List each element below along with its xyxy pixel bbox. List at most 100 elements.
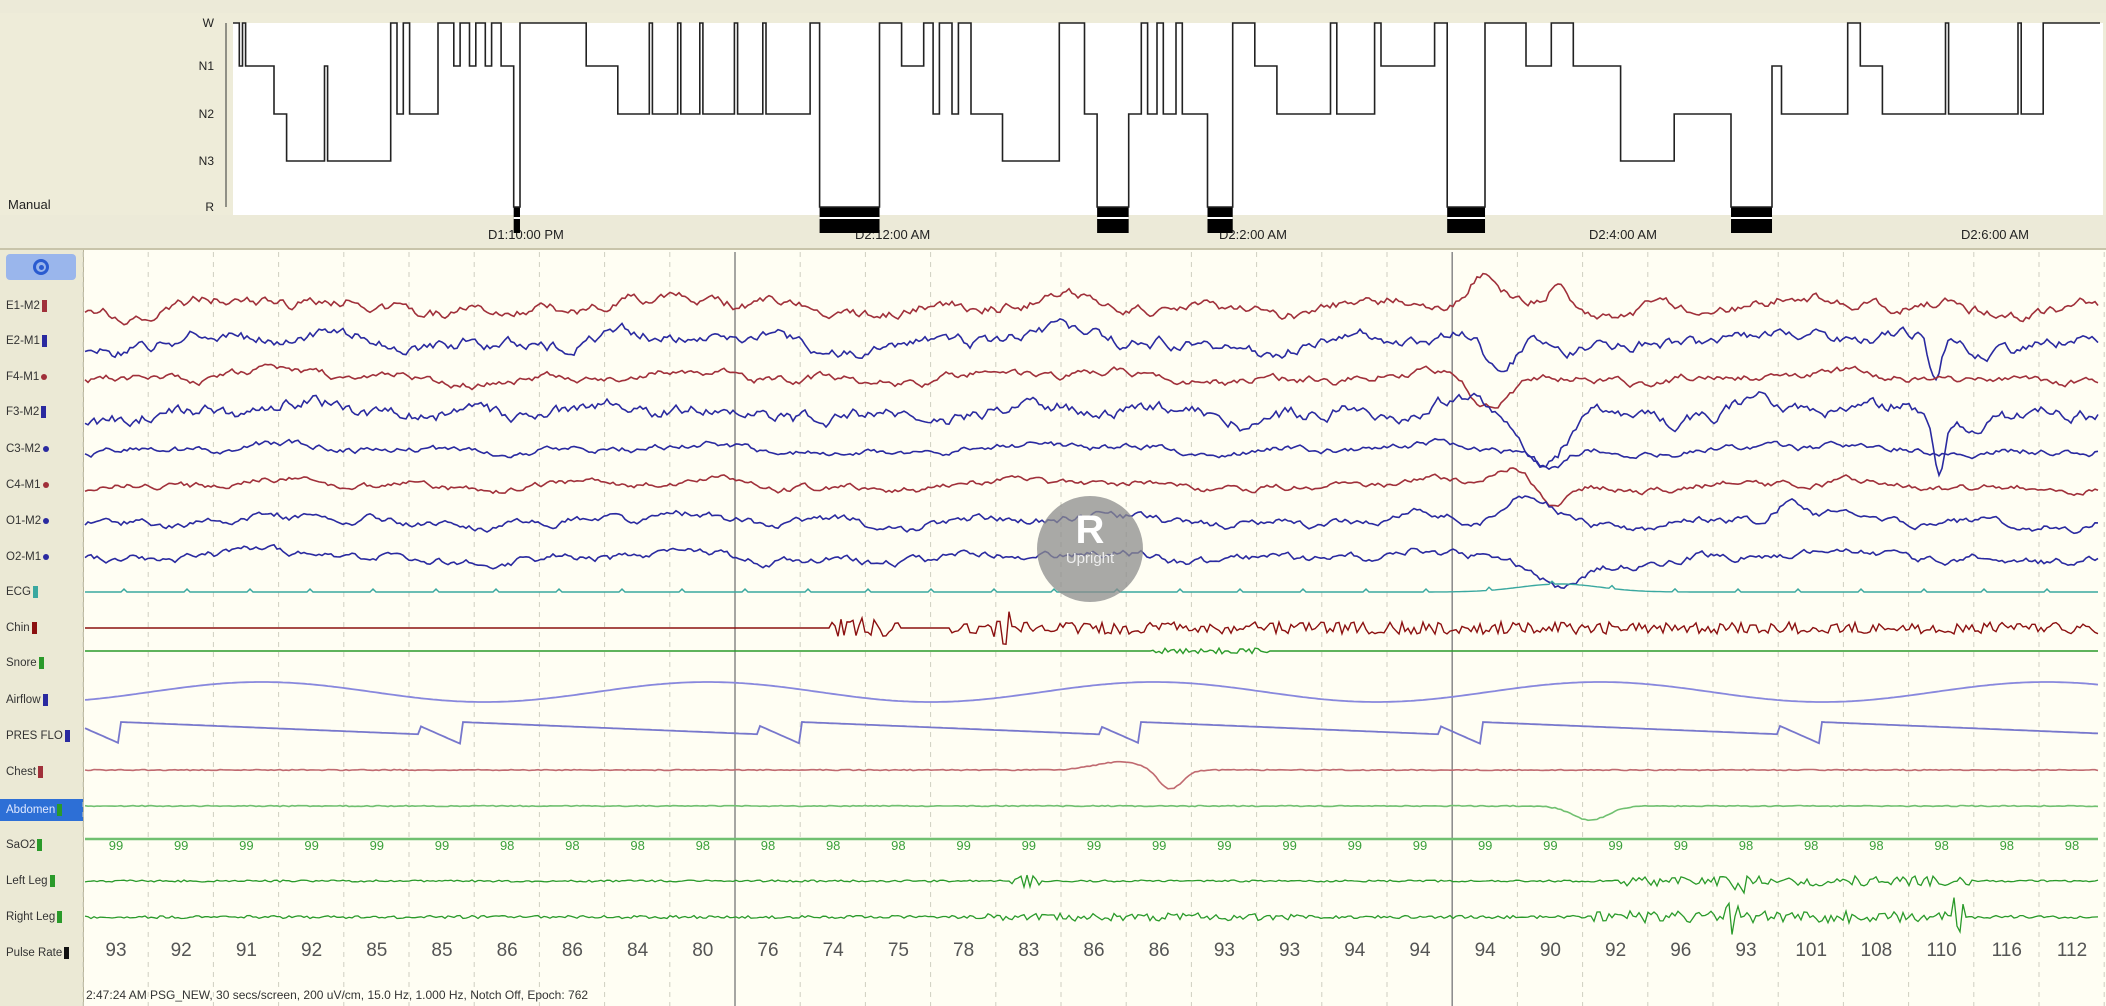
time-label: D2:2:00 AM <box>1219 227 1287 242</box>
channel-label-c4-m1[interactable]: C4-M1 <box>0 474 83 496</box>
channel-name: C3-M2 <box>6 443 41 455</box>
trace-right-leg <box>84 897 2099 935</box>
view-toggle-button[interactable] <box>6 254 76 280</box>
pulse-rate-value: 74 <box>822 940 844 961</box>
eye-icon <box>33 259 49 275</box>
channel-name: O1-M2 <box>6 515 42 527</box>
stage-label-w: W <box>202 16 214 30</box>
channel-label-o1-m2[interactable]: O1-M2 <box>0 510 83 532</box>
stage-label-n1: N1 <box>198 59 214 73</box>
channel-label-chin[interactable]: Chin <box>0 617 83 639</box>
channel-color-marker <box>42 694 48 706</box>
sao2-value: 99 <box>956 838 971 853</box>
pulse-rate-value: 75 <box>887 940 909 961</box>
time-label: D1:10:00 PM <box>488 227 564 242</box>
trace-left-leg <box>84 874 2099 895</box>
stage-label-r: R <box>205 200 214 214</box>
channel-name: SaO2 <box>6 839 36 851</box>
channel-label-snore[interactable]: Snore <box>0 652 83 674</box>
trace-airflow <box>84 681 2099 703</box>
pulse-rate-value: 86 <box>496 940 518 961</box>
channel-color-marker <box>32 586 38 598</box>
channel-name: F4-M1 <box>6 371 40 383</box>
channel-label-f4-m1[interactable]: F4-M1 <box>0 366 83 388</box>
channel-name: Snore <box>6 657 37 669</box>
pulse-rate-value: 94 <box>1409 940 1431 961</box>
watermark-text: Upright <box>1065 550 1115 567</box>
sao2-value: 99 <box>1477 838 1493 853</box>
pulse-rate-value: 85 <box>431 940 453 961</box>
pulse-rate-value: 78 <box>953 940 975 961</box>
rem-bar <box>513 207 520 233</box>
sao2-value: 98 <box>695 838 711 853</box>
channel-name: F3-M2 <box>6 406 40 418</box>
trace-f4-m1 <box>84 363 2099 409</box>
channel-label-ecg[interactable]: ECG <box>0 581 83 603</box>
channel-name: Abdomen <box>6 804 56 816</box>
channel-color-marker <box>41 335 47 347</box>
channel-label-right-leg[interactable]: Right Leg <box>0 906 83 928</box>
sao2-value: 98 <box>2064 838 2080 853</box>
sao2-value: 98 <box>891 838 906 853</box>
channel-label-e2-m1[interactable]: E2-M1 <box>0 330 83 352</box>
channel-color-marker <box>43 554 50 560</box>
time-label: D2:6:00 AM <box>1961 227 2029 242</box>
sao2-value: 98 <box>630 838 645 853</box>
channel-label-pulse-rate[interactable]: Pulse Rate <box>0 942 83 964</box>
pulse-rate-value: 80 <box>692 940 714 961</box>
pulse-rate-value: 86 <box>561 940 583 961</box>
channel-label-f3-m2[interactable]: F3-M2 <box>0 401 83 423</box>
sao2-value: 99 <box>1412 838 1428 853</box>
sao2-value: 98 <box>1999 838 2015 853</box>
channel-name: C4-M1 <box>6 479 41 491</box>
channel-label-airflow[interactable]: Airflow <box>0 689 83 711</box>
pulse-rate-value: 83 <box>1018 940 1040 961</box>
channel-color-marker <box>37 839 43 851</box>
hypnogram-plot[interactable] <box>233 23 2103 221</box>
sao2-value: 98 <box>1869 838 1884 853</box>
channel-label-e1-m2[interactable]: E1-M2 <box>0 295 83 317</box>
pulse-rate-value: 76 <box>757 940 779 961</box>
sao2-value: 99 <box>1151 838 1167 853</box>
channel-name: PRES FLO <box>6 730 63 742</box>
rem-bar <box>1731 207 1773 233</box>
channel-name: E1-M2 <box>6 300 40 312</box>
channel-label-pres-flo[interactable]: PRES FLO <box>0 725 83 747</box>
trace-chin <box>85 611 2099 645</box>
sao2-value: 99 <box>173 838 189 853</box>
pulse-rate-value: 84 <box>627 940 649 961</box>
channel-color-marker <box>41 300 47 312</box>
pulse-rate-value: 86 <box>1083 940 1105 961</box>
channel-label-c3-m2[interactable]: C3-M2 <box>0 438 83 460</box>
pulse-rate-value: 92 <box>170 940 192 961</box>
channel-name: ECG <box>6 586 31 598</box>
status-bar: 2:47:24 AM PSG_NEW, 30 secs/screen, 200 … <box>86 988 589 1002</box>
rem-bar <box>1447 207 1486 233</box>
channel-color-marker <box>49 875 55 887</box>
sao2-value: 98 <box>565 838 580 853</box>
channel-label-left-leg[interactable]: Left Leg <box>0 870 83 892</box>
channel-label-abdomen[interactable]: Abdomen <box>0 799 83 821</box>
sao2-value: 98 <box>1738 838 1754 853</box>
pulse-rate-value: 94 <box>1344 940 1366 961</box>
channel-label-sao2[interactable]: SaO2 <box>0 834 83 856</box>
sao2-value: 99 <box>1282 838 1297 853</box>
channel-name: Right Leg <box>6 911 56 923</box>
pulse-rate-value: 112 <box>2056 940 2088 961</box>
pulse-rate-value: 96 <box>1670 940 1692 961</box>
sao2-value: 99 <box>1217 838 1232 853</box>
channel-label-o2-m1[interactable]: O2-M1 <box>0 546 83 568</box>
pulse-rate-value: 92 <box>1605 940 1627 961</box>
channel-color-marker <box>42 446 49 452</box>
channel-name: Left Leg <box>6 875 48 887</box>
channel-color-marker <box>31 622 37 634</box>
pulse-rate-value: 90 <box>1539 940 1561 961</box>
channel-label-chest[interactable]: Chest <box>0 761 83 783</box>
pulse-rate-value: 108 <box>1860 940 1893 961</box>
watermark-letter: R <box>1075 508 1105 552</box>
channel-color-marker <box>41 406 47 418</box>
trace-f3-m2 <box>84 391 2099 478</box>
pulse-rate-value: 92 <box>301 940 323 961</box>
trace-e1-m2 <box>84 272 2099 326</box>
